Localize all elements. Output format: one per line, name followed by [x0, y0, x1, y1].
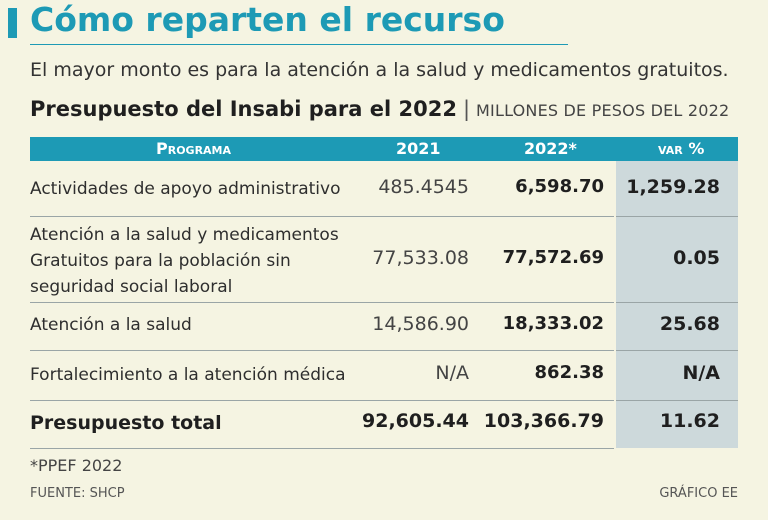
table-units: MILLONES DE PESOS DEL 2022 [476, 101, 730, 120]
row-divider-var [616, 302, 738, 303]
table-title: Presupuesto del Insabi para el 2022 | MILL… [30, 97, 729, 121]
title-accent-bar [8, 8, 17, 38]
value-2022-cell: 77,572.69 [502, 247, 604, 268]
subtitle: El mayor monto es para la atención a la … [30, 59, 729, 81]
header-2022: 2022* [524, 139, 577, 158]
programa-cell: Atención a la salud y medicamentos Gratui… [30, 222, 339, 300]
header-2021: 2021 [396, 139, 441, 158]
programa-line: Gratuitos para la población sin [30, 251, 291, 271]
programa-cell: Fortalecimiento a la atención médica [30, 362, 346, 388]
row-divider [30, 350, 614, 351]
programa-line: Atención a la salud y medicamentos [30, 225, 339, 245]
table-row: Atención a la salud 14,586.90 18,333.02 25.… [30, 302, 738, 350]
programa-line: Fortalecimiento a la atención médica [30, 365, 346, 385]
programa-line: Presupuesto total [30, 412, 222, 434]
value-2022-cell: 862.38 [534, 362, 604, 383]
var-cell: 11.62 [659, 410, 720, 432]
programa-cell: Presupuesto total [30, 410, 222, 436]
header-var: var % [658, 139, 705, 158]
row-divider [30, 302, 614, 303]
value-2021-cell: 14,586.90 [372, 313, 469, 335]
programa-line: seguridad social laboral [30, 277, 233, 297]
programa-line: Atención a la salud [30, 315, 192, 335]
var-cell: 1,259.28 [626, 176, 720, 198]
table-row: Fortalecimiento a la atención médica N/A 8… [30, 350, 738, 400]
programa-cell: Actividades de apoyo administrativo [30, 176, 340, 202]
row-divider-var [616, 350, 738, 351]
title-separator: | [462, 97, 471, 121]
page-title: Cómo reparten el recurso [30, 0, 505, 39]
footnote: *PPEF 2022 [30, 456, 123, 475]
var-cell: N/A [682, 362, 720, 384]
value-2022-cell: 6,598.70 [515, 176, 604, 197]
table-row: Atención a la salud y medicamentos Gratui… [30, 216, 738, 302]
value-2021-cell: 77,533.08 [372, 247, 469, 269]
row-divider [30, 448, 614, 449]
programa-cell: Atención a la salud [30, 312, 192, 338]
table-title-main: Presupuesto del Insabi para el 2022 [30, 97, 457, 121]
value-2021-cell: N/A [435, 362, 469, 384]
row-divider [30, 216, 614, 217]
title-rule [30, 44, 568, 45]
var-cell: 25.68 [659, 313, 720, 335]
row-divider-var [616, 216, 738, 217]
header-programa: Programa [156, 139, 232, 158]
row-divider-var [616, 400, 738, 401]
row-divider [30, 400, 614, 401]
table-header: Programa 2021 2022* var % [30, 137, 738, 161]
table-row: Actividades de apoyo administrativo 485.4… [30, 164, 738, 216]
total-row: Presupuesto total 92,605.44 103,366.79 11.6… [30, 400, 738, 448]
value-2022-cell: 103,366.79 [483, 410, 604, 432]
value-2021-cell: 485.4545 [378, 176, 469, 198]
credit: GRÁFICO EE [659, 486, 738, 501]
var-cell: 0.05 [673, 247, 720, 269]
value-2022-cell: 18,333.02 [502, 313, 604, 334]
source: FUENTE: SHCP [30, 486, 125, 501]
value-2021-cell: 92,605.44 [362, 410, 469, 432]
programa-line: Actividades de apoyo administrativo [30, 179, 341, 199]
